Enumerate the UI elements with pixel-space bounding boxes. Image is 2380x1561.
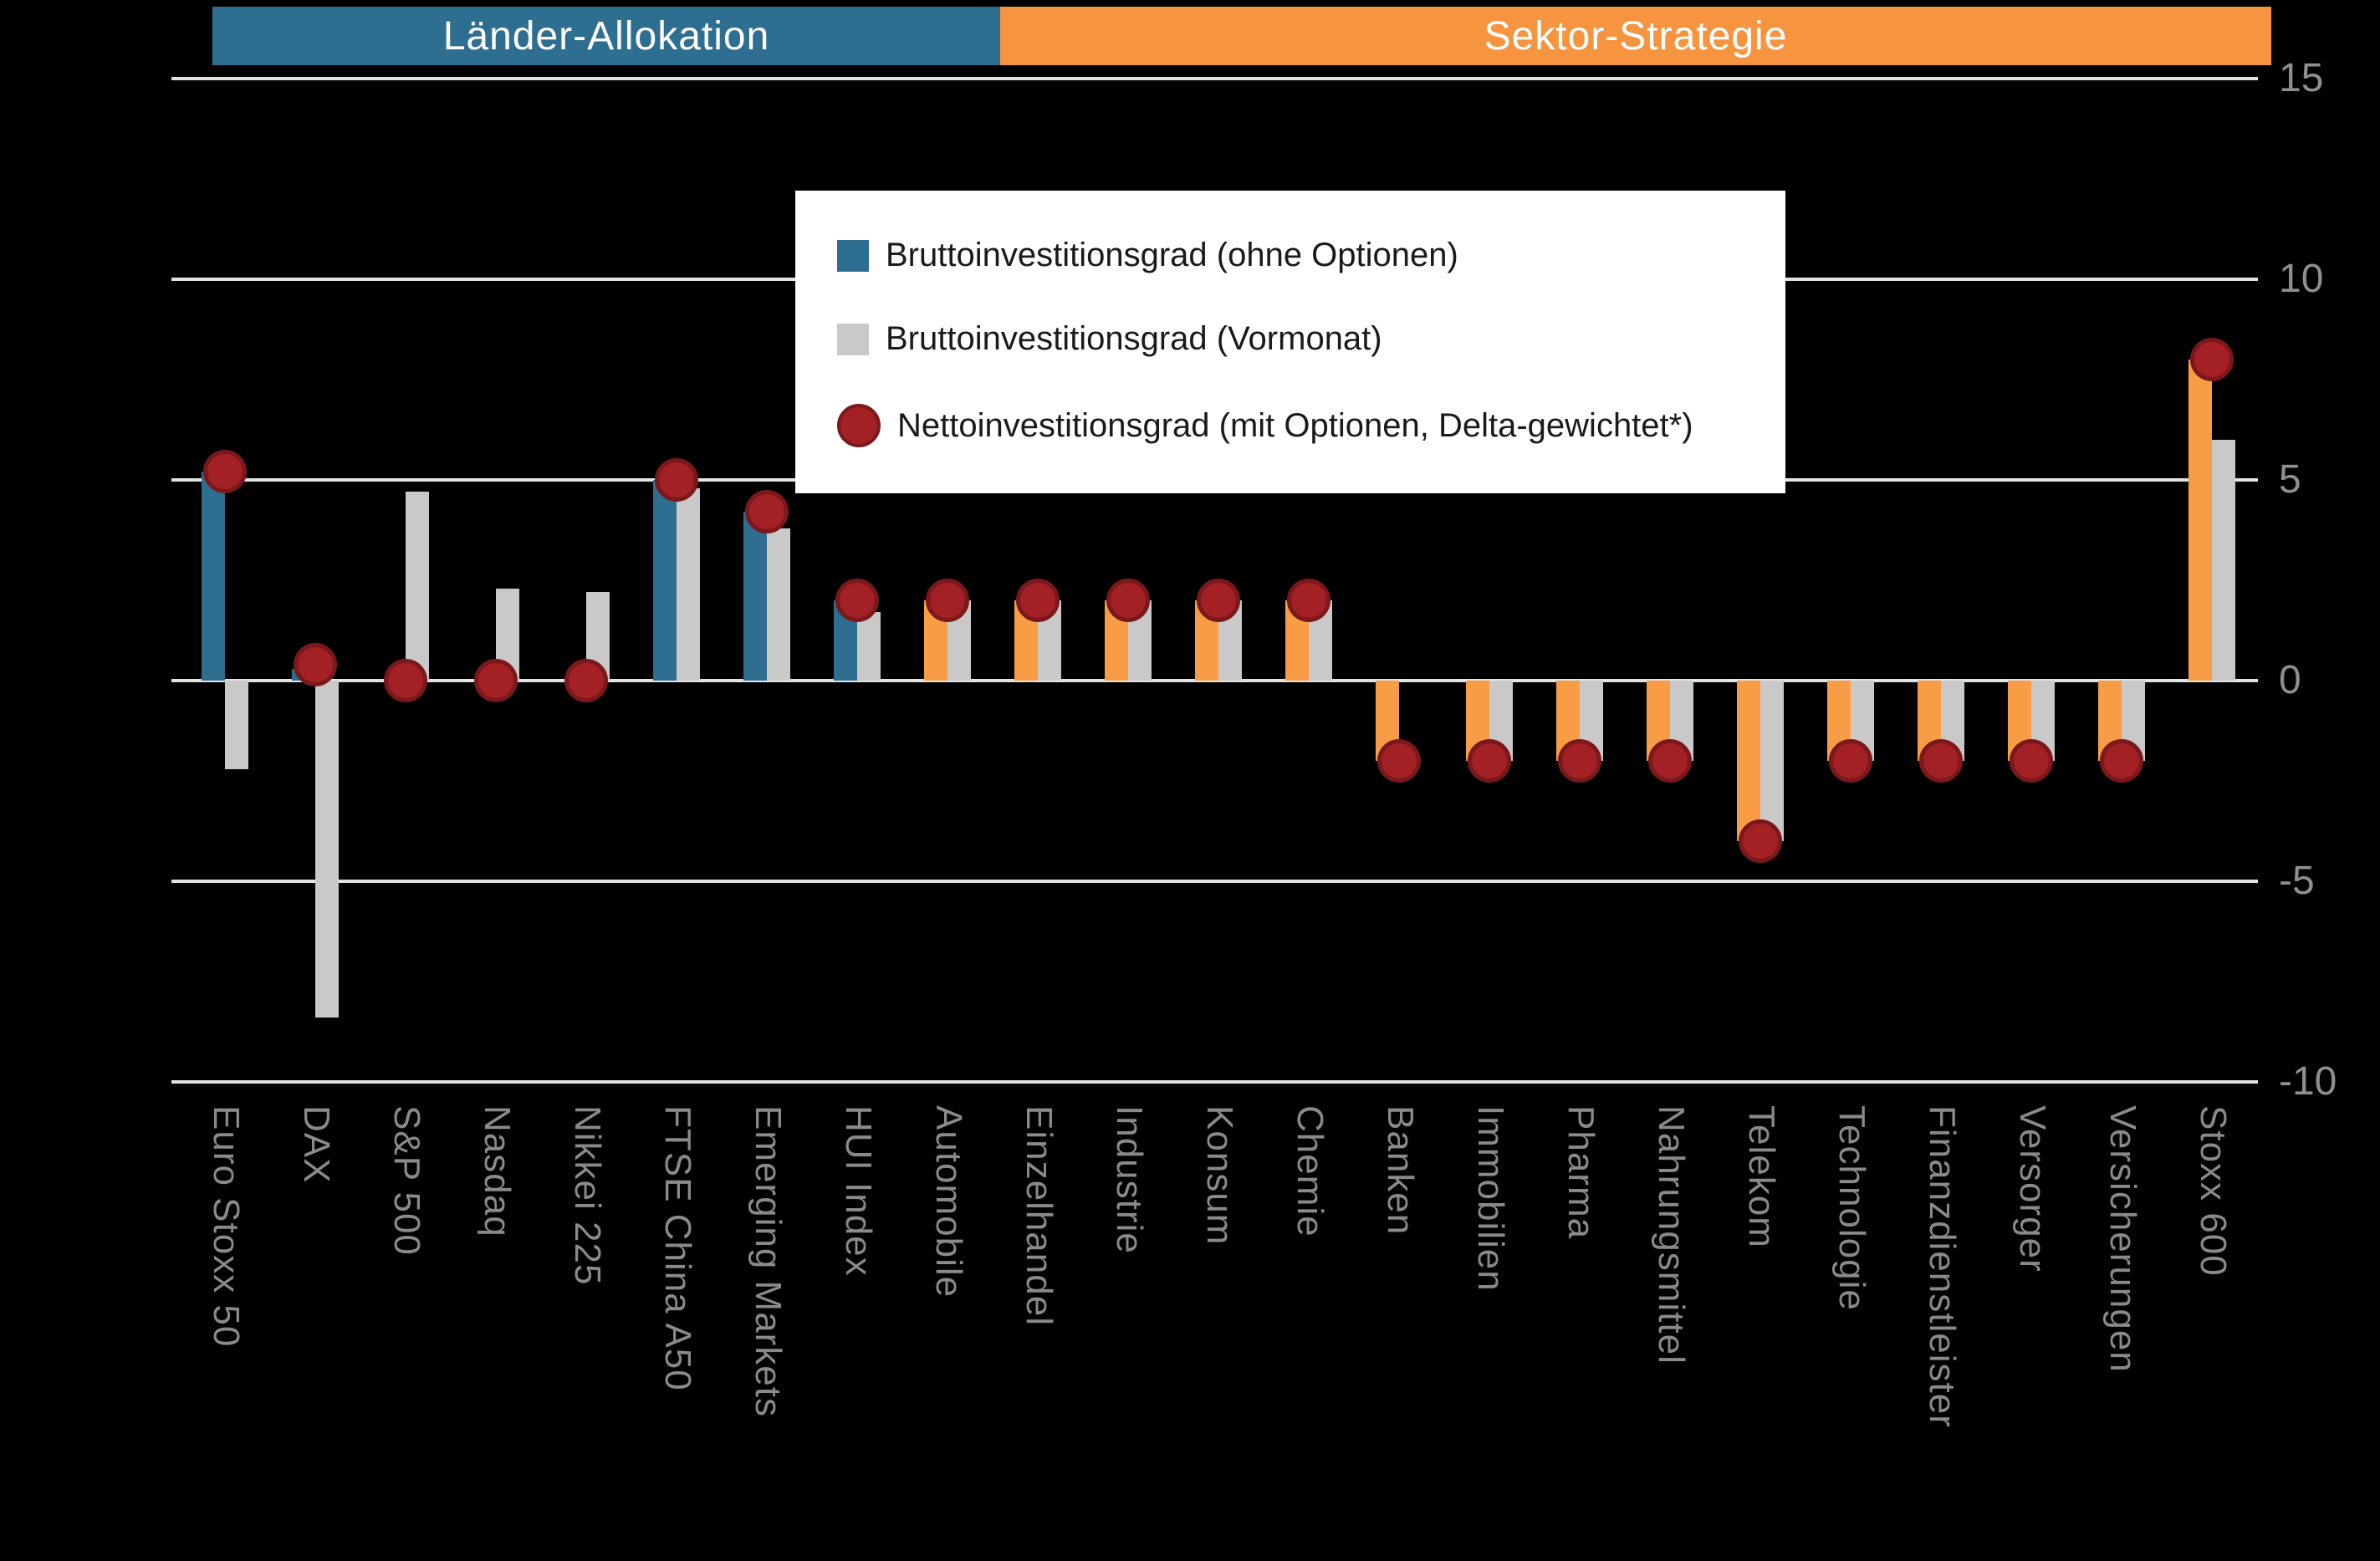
- dot-nettoinvestitionsgrad: [2100, 739, 2143, 783]
- bar-brutto-vormonat: [315, 681, 339, 1018]
- bar-brutto-aktuell: [202, 472, 225, 681]
- legend-item-1: Bruttoinvestitionsgrad (Vormonat): [837, 320, 1785, 358]
- dot-nettoinvestitionsgrad: [2190, 338, 2234, 381]
- x-axis-category-label: S&P 500: [386, 1105, 427, 1256]
- dot-nettoinvestitionsgrad: [2010, 739, 2053, 783]
- y-axis-tick-label: -10: [2279, 1059, 2337, 1104]
- y-axis-tick-label: 5: [2279, 457, 2301, 502]
- bar-brutto-vormonat: [2212, 440, 2235, 681]
- gridline-y-0: [171, 679, 2258, 682]
- bar-brutto-vormonat: [225, 681, 248, 769]
- legend-square-marker-icon: [837, 239, 869, 272]
- dot-nettoinvestitionsgrad: [1106, 579, 1150, 622]
- dot-nettoinvestitionsgrad: [1016, 579, 1060, 622]
- dot-nettoinvestitionsgrad: [203, 450, 247, 494]
- dot-nettoinvestitionsgrad: [1919, 739, 1963, 783]
- bar-brutto-vormonat: [857, 612, 881, 681]
- x-axis-category-label: DAX: [296, 1105, 337, 1184]
- gridline-y-15: [171, 77, 2258, 80]
- bar-brutto-vormonat: [767, 528, 790, 681]
- dot-nettoinvestitionsgrad: [745, 490, 789, 534]
- header-band-laender-allokation: Länder-Allokation: [212, 7, 1000, 65]
- y-axis-tick-label: 15: [2279, 56, 2324, 100]
- dot-nettoinvestitionsgrad: [294, 642, 337, 686]
- bar-brutto-vormonat: [1760, 681, 1784, 841]
- y-axis-tick-label: 0: [2279, 658, 2301, 702]
- legend-item-0: Bruttoinvestitionsgrad (ohne Optionen): [837, 237, 1785, 274]
- dot-nettoinvestitionsgrad: [1558, 739, 1601, 783]
- x-axis-category-label: Technologie: [1831, 1105, 1872, 1311]
- dot-nettoinvestitionsgrad: [835, 579, 879, 622]
- dot-nettoinvestitionsgrad: [1829, 739, 1872, 783]
- dot-nettoinvestitionsgrad: [1377, 739, 1421, 783]
- x-axis-category-label: HUI Index: [838, 1105, 879, 1277]
- dot-nettoinvestitionsgrad: [474, 659, 518, 702]
- dot-nettoinvestitionsgrad: [1648, 739, 1692, 783]
- dot-nettoinvestitionsgrad: [384, 659, 427, 702]
- bar-brutto-aktuell: [743, 512, 767, 681]
- legend-label: Bruttoinvestitionsgrad (ohne Optionen): [886, 237, 1458, 273]
- x-axis-category-label: Banken: [1380, 1105, 1421, 1236]
- bar-brutto-aktuell: [2188, 360, 2212, 681]
- dot-nettoinvestitionsgrad: [1197, 579, 1240, 622]
- dot-nettoinvestitionsgrad: [564, 659, 608, 702]
- y-axis-tick-label: 10: [2279, 257, 2324, 301]
- x-axis-category-label: Versicherungen: [2102, 1105, 2143, 1373]
- gridline-y--10: [171, 1080, 2258, 1084]
- x-axis-category-label: Automobile: [928, 1105, 969, 1298]
- x-axis-category-label: Stoxx 600: [2193, 1105, 2234, 1277]
- gridline-y--5: [171, 880, 2258, 883]
- x-axis-category-label: Pharma: [1560, 1105, 1601, 1240]
- x-axis-category-label: Versorger: [2012, 1105, 2053, 1273]
- bar-brutto-aktuell: [1737, 681, 1760, 841]
- x-axis-category-label: Konsum: [1199, 1105, 1240, 1246]
- x-axis-category-label: Chemie: [1290, 1105, 1330, 1237]
- bar-brutto-vormonat: [677, 487, 700, 681]
- x-axis-category-label: Telekom: [1741, 1105, 1782, 1248]
- x-axis-category-label: Finanzdienstleister: [1922, 1105, 1963, 1428]
- dot-nettoinvestitionsgrad: [1287, 579, 1330, 622]
- x-axis-category-label: Nikkei 225: [567, 1105, 608, 1286]
- legend-box: Bruttoinvestitionsgrad (ohne Optionen) Br…: [795, 191, 1785, 493]
- x-axis-category-label: FTSE China A50: [657, 1105, 698, 1391]
- dot-nettoinvestitionsgrad: [655, 458, 698, 502]
- bar-brutto-aktuell: [653, 480, 677, 681]
- dot-nettoinvestitionsgrad: [1739, 819, 1782, 863]
- header-band-sektor-strategie: Sektor-Strategie: [1000, 7, 2271, 65]
- legend-circle-marker-icon: [837, 404, 881, 447]
- dot-nettoinvestitionsgrad: [1468, 739, 1511, 783]
- x-axis-category-label: Immobilien: [1470, 1105, 1511, 1292]
- dot-nettoinvestitionsgrad: [926, 579, 969, 622]
- band-label-laender: Länder-Allokation: [442, 13, 770, 59]
- x-axis-category-label: Nahrungsmittel: [1651, 1105, 1692, 1365]
- bar-brutto-vormonat: [406, 492, 429, 681]
- x-axis-category-label: Euro Stoxx 50: [206, 1105, 247, 1348]
- legend-label: Nettoinvestitionsgrad (mit Optionen, Del…: [897, 406, 1693, 444]
- legend-item-2: Nettoinvestitionsgrad (mit Optionen, Del…: [837, 404, 1785, 447]
- y-axis-tick-label: -5: [2279, 859, 2315, 903]
- x-axis-category-label: Einzelhandel: [1019, 1105, 1060, 1326]
- legend-square-marker-icon: [837, 323, 869, 355]
- legend-label: Bruttoinvestitionsgrad (Vormonat): [886, 320, 1382, 357]
- band-label-sektor: Sektor-Strategie: [1484, 13, 1788, 59]
- x-axis-category-label: Emerging Markets: [748, 1105, 789, 1418]
- x-axis-category-label: Industrie: [1109, 1105, 1150, 1254]
- x-axis-category-label: Nasdaq: [477, 1105, 518, 1237]
